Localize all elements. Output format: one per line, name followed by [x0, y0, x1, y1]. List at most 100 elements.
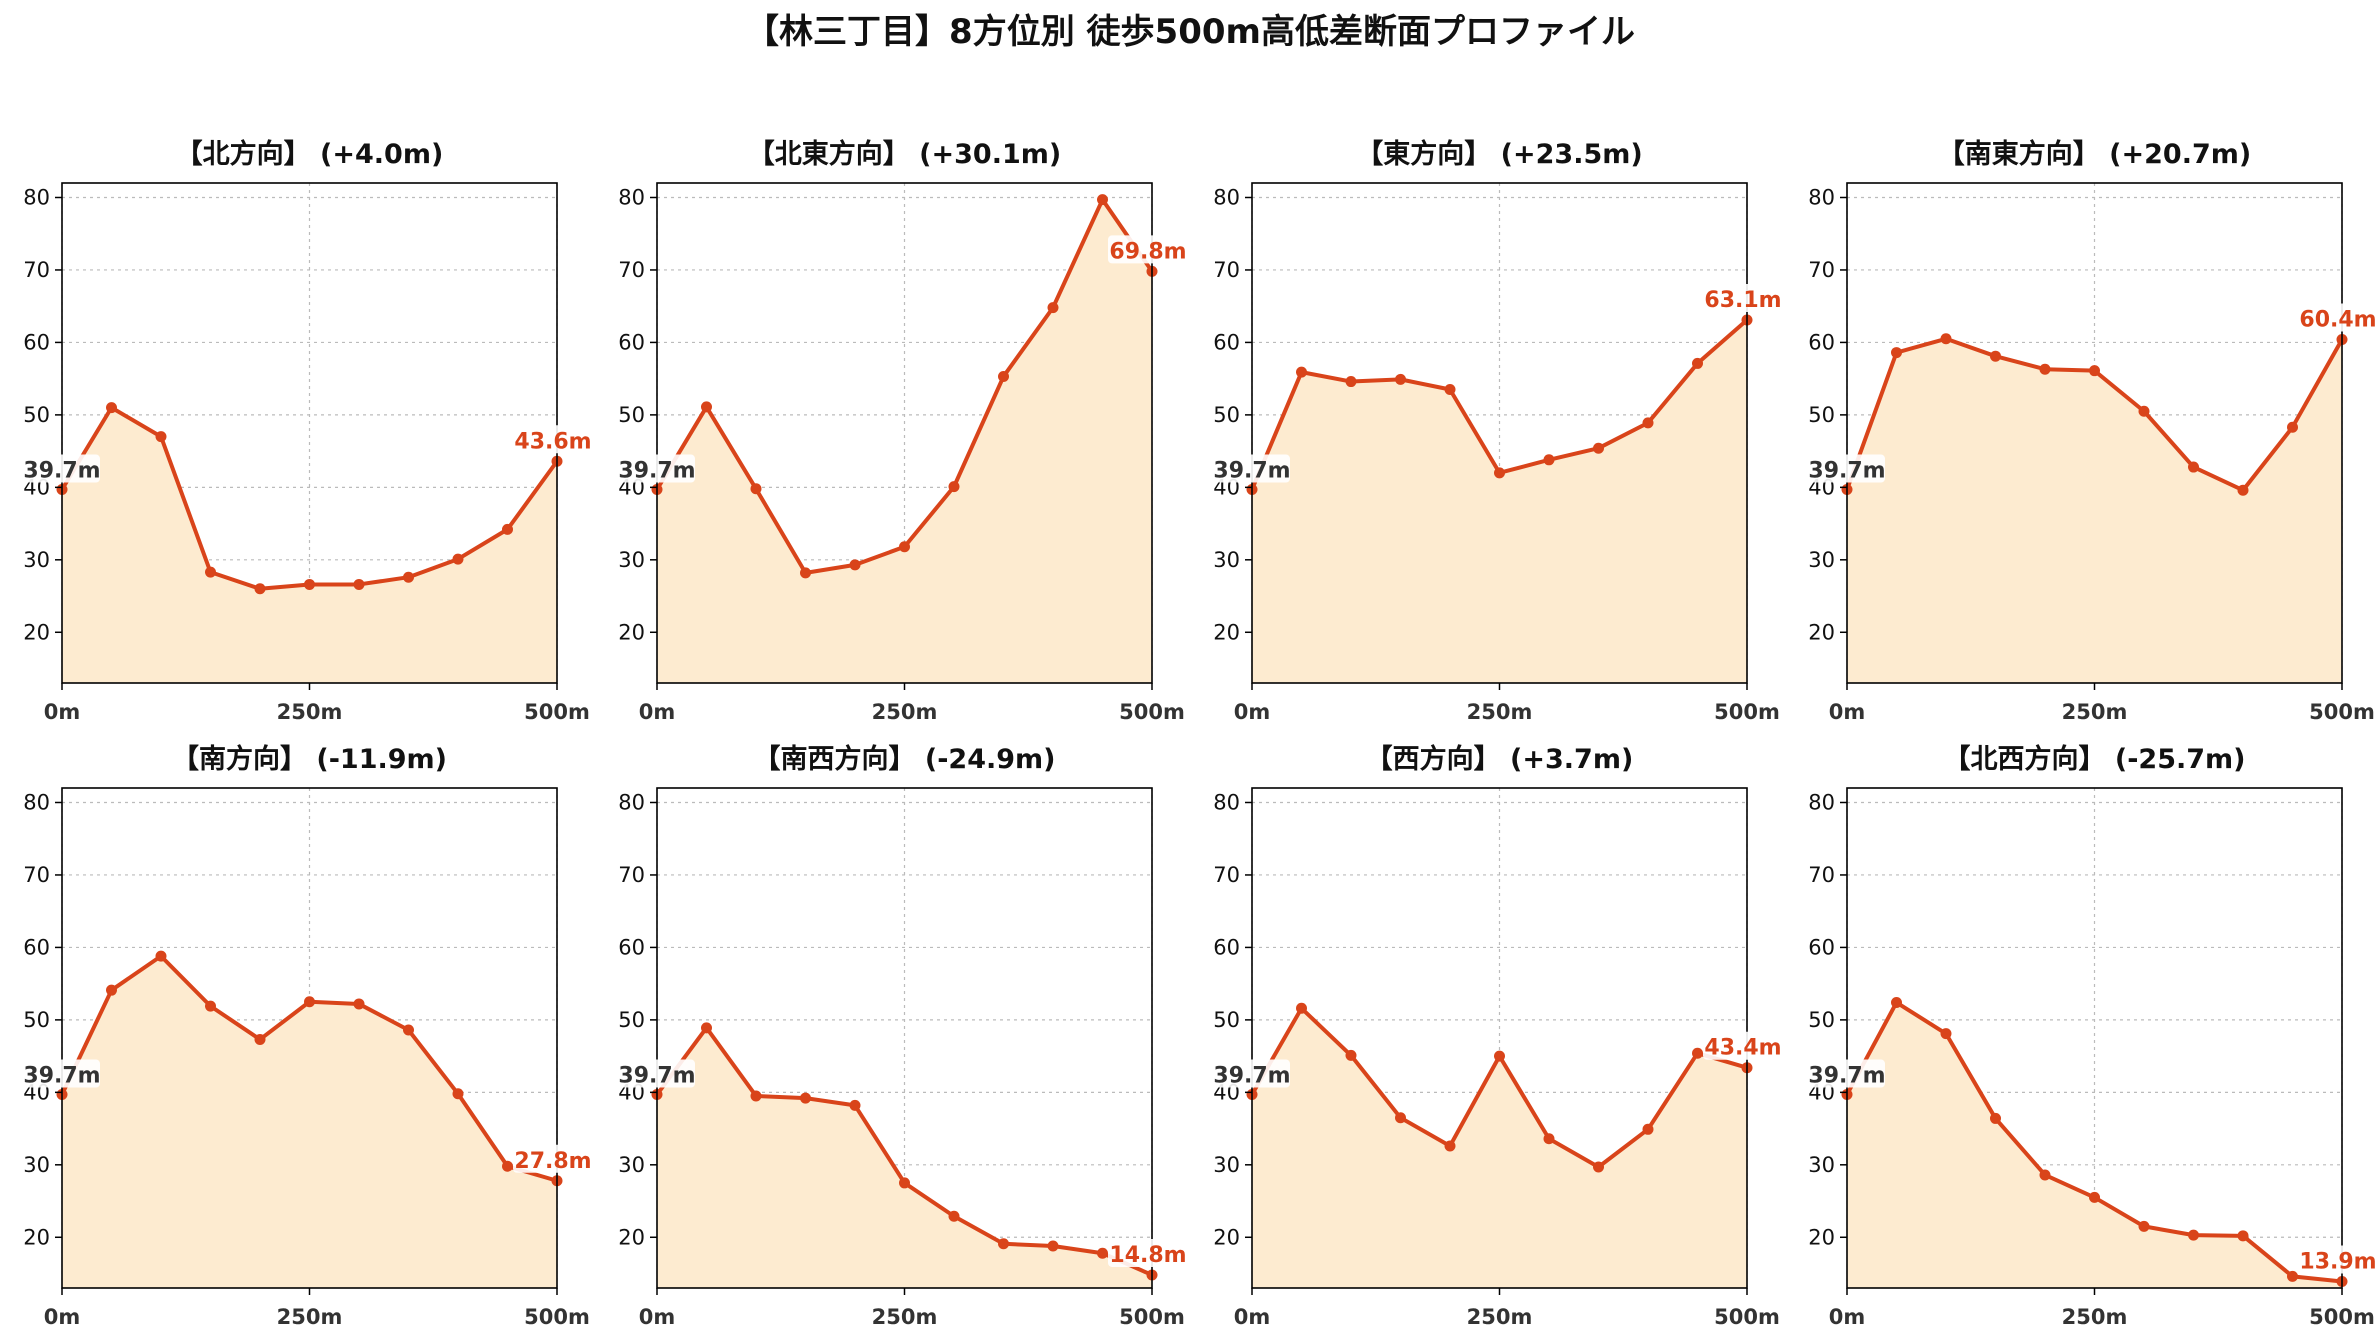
y-tick-label: 70: [618, 863, 645, 887]
y-tick-label: 50: [23, 1008, 50, 1032]
y-tick-label: 50: [1213, 1008, 1240, 1032]
data-point: [701, 401, 712, 413]
x-tick-label: 0m: [1829, 1305, 1866, 1329]
subplot-title: 【東方向】 (+23.5m): [1356, 138, 1642, 170]
y-tick-label: 70: [1213, 258, 1240, 282]
data-point: [849, 1099, 861, 1111]
data-point: [106, 402, 117, 414]
subplot-title: 【西方向】 (+3.7m): [1366, 743, 1634, 775]
elevation-area: [1252, 319, 1747, 683]
x-tick-label: 500m: [1714, 1305, 1780, 1329]
data-point: [1940, 333, 1952, 345]
end-label-bg: [513, 425, 593, 454]
y-tick-label: 30: [618, 1153, 645, 1177]
data-point: [1593, 1161, 1604, 1173]
y-tick-label: 20: [1213, 620, 1240, 644]
x-tick-label: 0m: [44, 1305, 81, 1329]
subplot-title: 【北西方向】 (-25.7m): [1943, 743, 2245, 775]
y-tick-label: 80: [618, 185, 645, 209]
data-point: [998, 370, 1009, 382]
data-point: [1296, 1002, 1307, 1014]
data-point: [452, 1088, 464, 1100]
x-tick-label: 0m: [1829, 700, 1866, 724]
y-tick-label: 70: [1808, 863, 1835, 887]
data-point: [1891, 996, 1902, 1008]
y-tick-label: 20: [1808, 1225, 1835, 1249]
start-elevation-label: 39.7m: [618, 459, 695, 484]
end-label-bg: [2298, 1245, 2378, 1274]
y-tick-label: 80: [1808, 185, 1835, 209]
y-tick-label: 60: [23, 330, 50, 354]
y-tick-label: 30: [23, 1153, 50, 1177]
end-elevation-label: 69.8m: [1109, 239, 1186, 264]
y-tick-label: 50: [1808, 403, 1835, 427]
data-point: [106, 984, 117, 996]
start-label-bg: [1212, 454, 1290, 483]
y-tick-label: 30: [1213, 1153, 1240, 1177]
end-label-bg: [1108, 235, 1188, 264]
y-tick-label: 70: [23, 258, 50, 282]
x-tick-label: 0m: [639, 700, 676, 724]
end-elevation-label: 43.4m: [1704, 1036, 1781, 1061]
end-elevation-label: 60.4m: [2299, 308, 2376, 333]
y-tick-label: 20: [1213, 1225, 1240, 1249]
data-point: [1345, 376, 1357, 388]
x-tick-label: 250m: [277, 1305, 343, 1329]
data-point: [1097, 194, 1108, 206]
end-elevation-label: 43.6m: [514, 429, 591, 454]
y-tick-label: 70: [1213, 863, 1240, 887]
y-tick-label: 20: [618, 620, 645, 644]
y-tick-label: 20: [618, 1225, 645, 1249]
data-point: [205, 566, 216, 578]
data-point: [800, 567, 811, 579]
data-point: [2188, 1229, 2199, 1241]
data-point: [1395, 373, 1406, 385]
y-tick-label: 70: [23, 863, 50, 887]
data-point: [948, 481, 960, 493]
data-point: [899, 1177, 910, 1189]
data-point: [1692, 357, 1703, 369]
y-tick-label: 60: [23, 935, 50, 959]
figure-title: 【林三丁目】8方位別 徒歩500m高低差断面プロファイル: [745, 12, 1635, 52]
data-point: [1296, 366, 1307, 378]
y-tick-label: 60: [1213, 330, 1240, 354]
start-elevation-label: 39.7m: [23, 459, 100, 484]
data-point: [353, 578, 365, 590]
data-point: [1047, 302, 1059, 314]
data-point: [1494, 467, 1505, 479]
y-tick-label: 60: [1213, 935, 1240, 959]
data-point: [1642, 417, 1654, 429]
data-point: [155, 431, 167, 443]
end-label-bg: [1703, 283, 1783, 312]
x-tick-label: 500m: [1119, 700, 1185, 724]
end-label-bg: [513, 1144, 593, 1173]
y-tick-label: 30: [23, 548, 50, 572]
y-tick-label: 50: [618, 1008, 645, 1032]
y-tick-label: 20: [23, 1225, 50, 1249]
y-tick-label: 20: [23, 620, 50, 644]
x-tick-label: 250m: [2062, 700, 2128, 724]
x-tick-label: 0m: [639, 1305, 676, 1329]
elevation-area: [657, 1027, 1152, 1288]
x-tick-label: 500m: [1119, 1305, 1185, 1329]
start-label-bg: [22, 1059, 100, 1088]
end-label-bg: [1108, 1238, 1188, 1267]
subplot-title: 【北方向】 (+4.0m): [176, 138, 444, 170]
end-label-bg: [2298, 303, 2378, 332]
data-point: [800, 1092, 811, 1104]
data-point: [899, 541, 910, 553]
data-point: [750, 483, 762, 495]
y-tick-label: 60: [1808, 330, 1835, 354]
x-tick-label: 250m: [277, 700, 343, 724]
data-point: [2237, 1230, 2249, 1242]
x-tick-label: 500m: [2309, 700, 2375, 724]
x-tick-label: 0m: [44, 700, 81, 724]
start-elevation-label: 39.7m: [23, 1064, 100, 1089]
data-point: [2039, 363, 2051, 375]
